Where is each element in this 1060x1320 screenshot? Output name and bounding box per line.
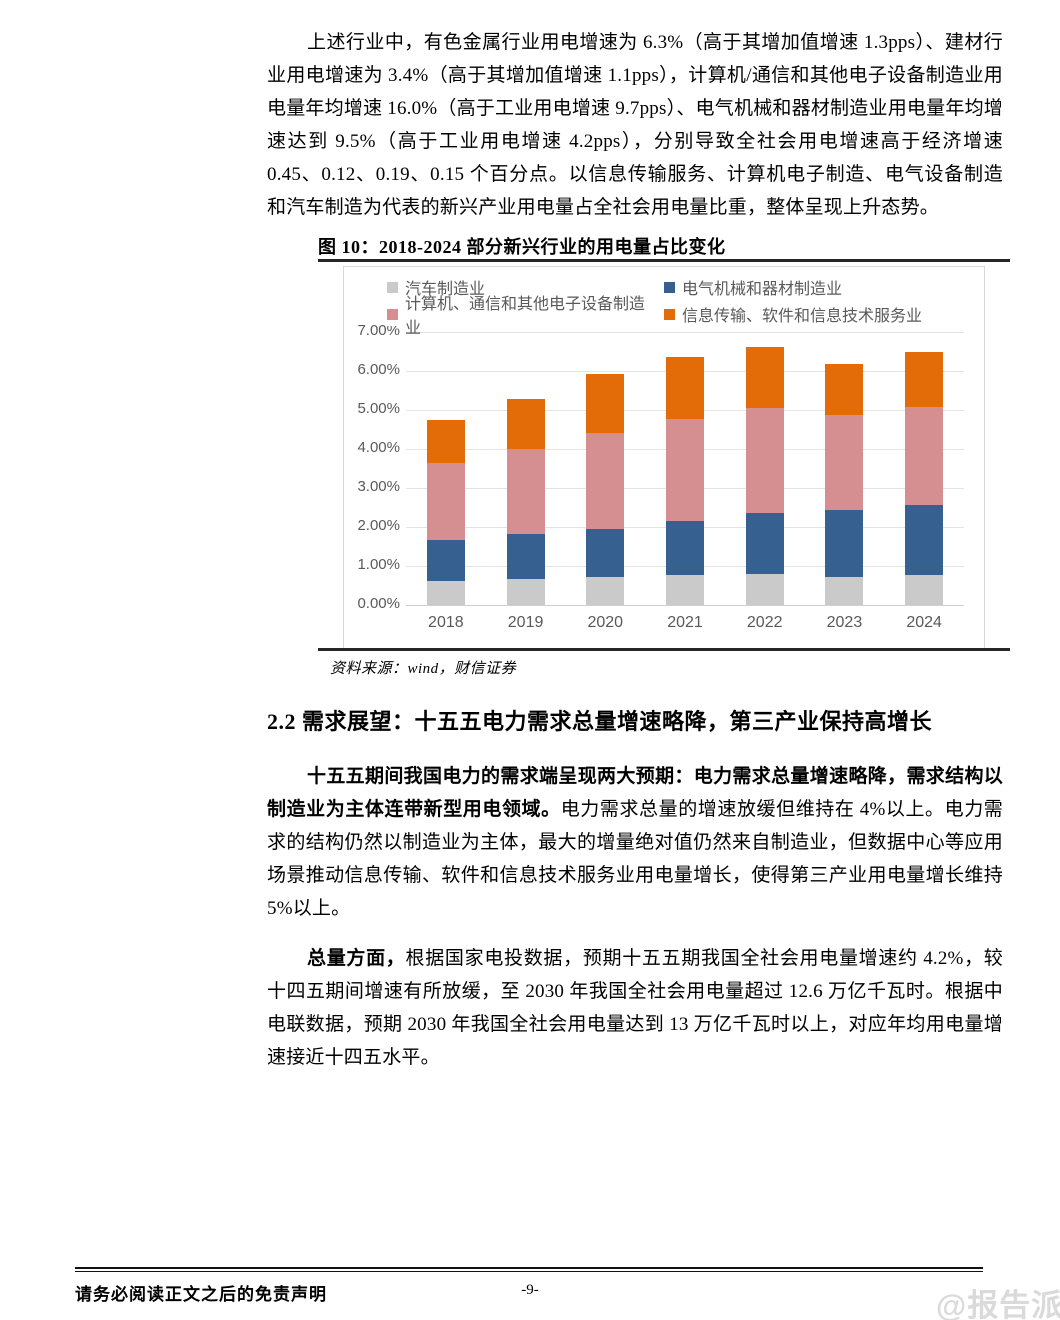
x-axis-tick-label: 2018 xyxy=(428,614,464,631)
bar-segment-2024 xyxy=(905,504,944,575)
x-axis-tick-label: 2020 xyxy=(587,614,624,631)
legend-item: 信息传输、软件和信息技术服务业 xyxy=(664,302,927,326)
stacked-bar-chart: 汽车制造业 电气机械和器材制造业计算机、通信和其他电子设备制造业 信息传输、软件和信… xyxy=(343,266,985,649)
legend-item: 汽车制造业 xyxy=(387,275,664,299)
y-axis-tick-label: 4.00% xyxy=(357,439,400,456)
watermark: @报告派 xyxy=(936,1288,1060,1320)
y-axis-tick-label: 0.00% xyxy=(357,595,400,612)
footer-rule xyxy=(75,1267,983,1272)
bar-segment-2019 xyxy=(506,399,545,449)
y-axis-tick-label: 7.00% xyxy=(357,322,400,339)
bar-segment-2023 xyxy=(825,576,864,605)
x-axis-tick-label: 2024 xyxy=(906,614,942,631)
legend-swatch-icon xyxy=(387,281,398,293)
bar-segment-2021 xyxy=(666,574,704,605)
bar-segment-2022 xyxy=(745,346,784,409)
bar-segment-2024 xyxy=(905,574,944,605)
bar-segment-2019 xyxy=(506,579,545,605)
page-number: -9- xyxy=(521,1282,539,1298)
y-axis-tick-label: 1.00% xyxy=(357,556,400,573)
bar-segment-2022 xyxy=(745,512,784,575)
paragraph-demand-outlook: 十五五期间我国电力的需求端呈现两大预期：电力需求总量增速略降，需求结构以制造业为… xyxy=(267,760,1003,925)
bar-segment-2021 xyxy=(666,418,704,522)
bar-segment-2020 xyxy=(586,374,625,434)
x-axis-line xyxy=(406,605,964,606)
legend-label: 信息传输、软件和信息技术服务业 xyxy=(682,308,923,325)
x-axis-tick-label: 2021 xyxy=(667,614,703,631)
x-axis-tick-label: 2022 xyxy=(746,614,783,631)
legend-swatch-icon xyxy=(387,308,398,320)
bar-segment-2024 xyxy=(905,351,944,408)
legend-label: 计算机、通信和其他电子设备制造业 xyxy=(405,296,646,337)
gridline xyxy=(406,332,964,333)
bar-segment-2020 xyxy=(586,528,625,577)
legend-swatch-icon xyxy=(664,281,675,293)
y-axis-tick-label: 5.00% xyxy=(357,400,400,417)
bar-segment-2021 xyxy=(666,357,704,419)
intro-paragraph: 上述行业中，有色金属行业用电增速为 6.3%（高于其增加值增速 1.3pps）、… xyxy=(267,32,1003,218)
y-axis-tick-label: 3.00% xyxy=(357,478,400,495)
chart-legend: 汽车制造业 电气机械和器材制造业计算机、通信和其他电子设备制造业 信息传输、软件和信… xyxy=(387,275,927,337)
paragraph-body-text: 电力需求总量的增速放缓但维持在 4%以上。电力需求的结构仍然以制造业为主体，最大… xyxy=(267,799,1003,919)
bar-segment-2018 xyxy=(426,463,465,540)
legend-swatch-icon xyxy=(664,308,675,320)
bar-segment-2023 xyxy=(825,510,864,577)
bar-segment-2020 xyxy=(586,433,625,529)
x-axis-tick-label: 2023 xyxy=(826,614,863,631)
paragraph-body-text: 根据国家电投数据，预期十五五期我国全社会用电量增速约 4.2%，较十四五期间增速… xyxy=(267,948,1003,1068)
bar-segment-2023 xyxy=(825,415,864,511)
paragraph-total-volume: 总量方面，根据国家电投数据，预期十五五期我国全社会用电量增速约 4.2%，较十四… xyxy=(267,942,1003,1074)
bar-segment-2024 xyxy=(905,407,944,505)
bar-segment-2018 xyxy=(426,539,465,581)
section-heading: 2.2 需求展望：十五五电力需求总量增速略降，第三产业保持高增长 xyxy=(267,709,933,734)
figure-bottom-rule xyxy=(318,648,1010,651)
figure-source: 资料来源：wind，财信证券 xyxy=(330,661,517,677)
bar-segment-2022 xyxy=(745,408,784,513)
bar-segment-2018 xyxy=(426,580,465,605)
legend-item: 电气机械和器材制造业 xyxy=(664,275,927,299)
bar-segment-2020 xyxy=(586,576,625,605)
legend-label: 汽车制造业 xyxy=(405,281,486,298)
footer-disclaimer: 请务必阅读正文之后的免责声明 xyxy=(75,1285,327,1304)
legend-item: 计算机、通信和其他电子设备制造业 xyxy=(387,296,664,337)
paragraph-bold-lead: 总量方面， xyxy=(307,948,406,969)
bar-segment-2019 xyxy=(506,534,545,580)
bar-segment-2019 xyxy=(506,449,545,535)
figure-title: 图 10：2018-2024 部分新兴行业的用电量占比变化 xyxy=(318,237,726,257)
y-axis-tick-label: 6.00% xyxy=(357,361,400,378)
bar-segment-2021 xyxy=(666,521,704,575)
bar-segment-2018 xyxy=(426,420,465,464)
y-axis-tick-label: 2.00% xyxy=(357,517,400,534)
bar-segment-2022 xyxy=(745,574,784,605)
figure-title-rule xyxy=(318,259,1010,262)
x-axis-tick-label: 2019 xyxy=(507,614,544,631)
paragraph-bold-lead: 十五五期间我国电力的需求端呈现两大预期：电力需求总量增速略降，需求结构以制造业为… xyxy=(267,766,1003,820)
bar-segment-2023 xyxy=(825,364,864,416)
legend-label: 电气机械和器材制造业 xyxy=(682,281,843,298)
